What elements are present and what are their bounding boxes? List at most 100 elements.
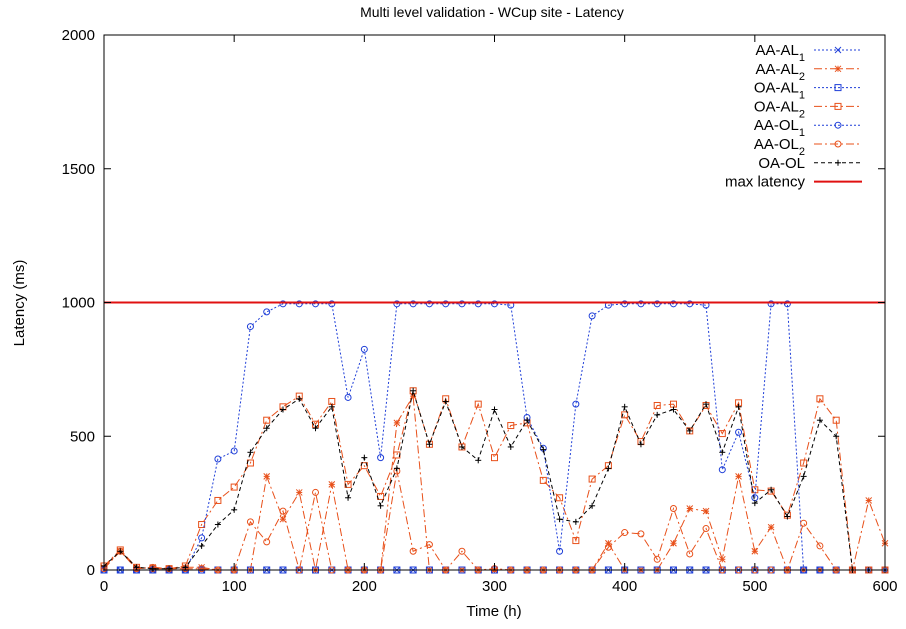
data-point <box>767 300 775 308</box>
data-point <box>393 300 401 308</box>
data-point <box>686 300 694 308</box>
legend-entry: AA-OL1 <box>754 117 862 139</box>
data-point <box>556 547 564 555</box>
data-point <box>637 530 645 538</box>
legend-name: AA-OL <box>754 136 799 153</box>
legend-name: AA-OL <box>754 117 799 134</box>
data-point <box>816 395 824 403</box>
data-point <box>474 300 482 308</box>
data-point <box>653 401 661 409</box>
series-line <box>104 303 885 571</box>
data-point <box>246 518 254 526</box>
data-point <box>654 411 661 418</box>
data-point <box>328 300 336 308</box>
data-point <box>718 466 726 474</box>
data-point <box>621 411 629 419</box>
legend-label: AA-AL2 <box>756 61 805 83</box>
plot-area <box>100 300 889 574</box>
data-point <box>214 496 222 504</box>
data-point <box>767 523 775 531</box>
data-point <box>637 300 645 308</box>
data-point <box>425 541 433 549</box>
legend-label: OA-AL2 <box>754 98 805 120</box>
data-point <box>572 537 580 545</box>
data-point <box>637 441 644 448</box>
data-point <box>751 500 758 507</box>
data-point <box>686 550 694 558</box>
data-point <box>182 564 189 571</box>
data-point <box>621 403 628 410</box>
data-point <box>784 513 791 520</box>
legend-subscript: 2 <box>799 71 805 83</box>
data-point <box>718 430 726 438</box>
data-point <box>296 395 303 402</box>
data-point <box>214 521 221 528</box>
legend: AA-AL1AA-AL2OA-AL1OA-AL2AA-OL1AA-OL2OA-O… <box>725 42 862 191</box>
legend-label: AA-AL1 <box>756 42 805 64</box>
data-point <box>231 506 238 513</box>
data-point <box>783 300 791 308</box>
data-point <box>426 441 433 448</box>
legend-subscript: 1 <box>799 90 805 102</box>
data-point <box>345 494 352 501</box>
data-point <box>442 300 450 308</box>
legend-name: max latency <box>725 174 806 191</box>
legend-name: OA-AL <box>754 98 799 115</box>
data-point <box>703 401 710 408</box>
data-point <box>556 494 564 502</box>
data-point <box>214 455 222 463</box>
legend-name: AA-AL <box>756 42 799 59</box>
data-point <box>735 428 743 436</box>
legend-subscript: 1 <box>799 127 805 139</box>
axes: 0 100 200 300 400 500 600 0 500 1000 1500 2000 <box>62 27 898 595</box>
x-tick-label: 300 <box>482 578 507 595</box>
data-point <box>686 427 693 434</box>
data-point <box>247 449 254 456</box>
legend-entry: AA-AL1 <box>756 42 862 64</box>
data-point <box>718 555 726 563</box>
data-point <box>588 312 596 320</box>
legend-label: OA-AL1 <box>754 80 805 102</box>
data-point <box>410 387 417 394</box>
data-point <box>279 406 286 413</box>
x-tick-label: 500 <box>742 578 767 595</box>
x-tick-label: 600 <box>872 578 897 595</box>
legend-label: AA-OL2 <box>754 136 805 158</box>
data-point <box>653 555 661 563</box>
legend-marker <box>834 140 842 148</box>
legend-entry: OA-AL1 <box>754 80 862 102</box>
data-point <box>702 507 710 515</box>
x-tick-label: 400 <box>612 578 637 595</box>
data-point <box>279 507 287 515</box>
data-point <box>377 502 384 509</box>
data-point <box>263 473 271 480</box>
y-axis-label: Latency (ms) <box>11 260 28 347</box>
data-point <box>800 473 807 480</box>
y-tick-label: 2000 <box>62 27 95 44</box>
legend-entry: OA-OL <box>758 155 862 172</box>
data-point <box>832 416 840 424</box>
data-point <box>230 447 238 455</box>
data-point <box>263 308 271 316</box>
data-point <box>491 454 498 462</box>
data-point <box>816 542 824 550</box>
data-point <box>166 565 173 572</box>
data-point <box>425 300 433 308</box>
legend-subscript: 1 <box>799 52 805 64</box>
data-point <box>409 300 417 308</box>
series-4 <box>100 300 889 574</box>
y-tick-label: 500 <box>70 428 95 445</box>
data-point <box>588 475 596 483</box>
data-point <box>246 323 254 331</box>
legend-label: AA-OL1 <box>754 117 805 139</box>
data-point <box>751 494 759 502</box>
data-point <box>621 300 629 308</box>
data-point <box>474 400 482 408</box>
legend-label: OA-OL <box>758 155 805 172</box>
legend-entry: AA-OL2 <box>754 136 862 158</box>
legend-marker <box>834 84 842 92</box>
data-point <box>295 300 303 308</box>
data-point <box>719 449 726 456</box>
data-point <box>361 454 368 461</box>
